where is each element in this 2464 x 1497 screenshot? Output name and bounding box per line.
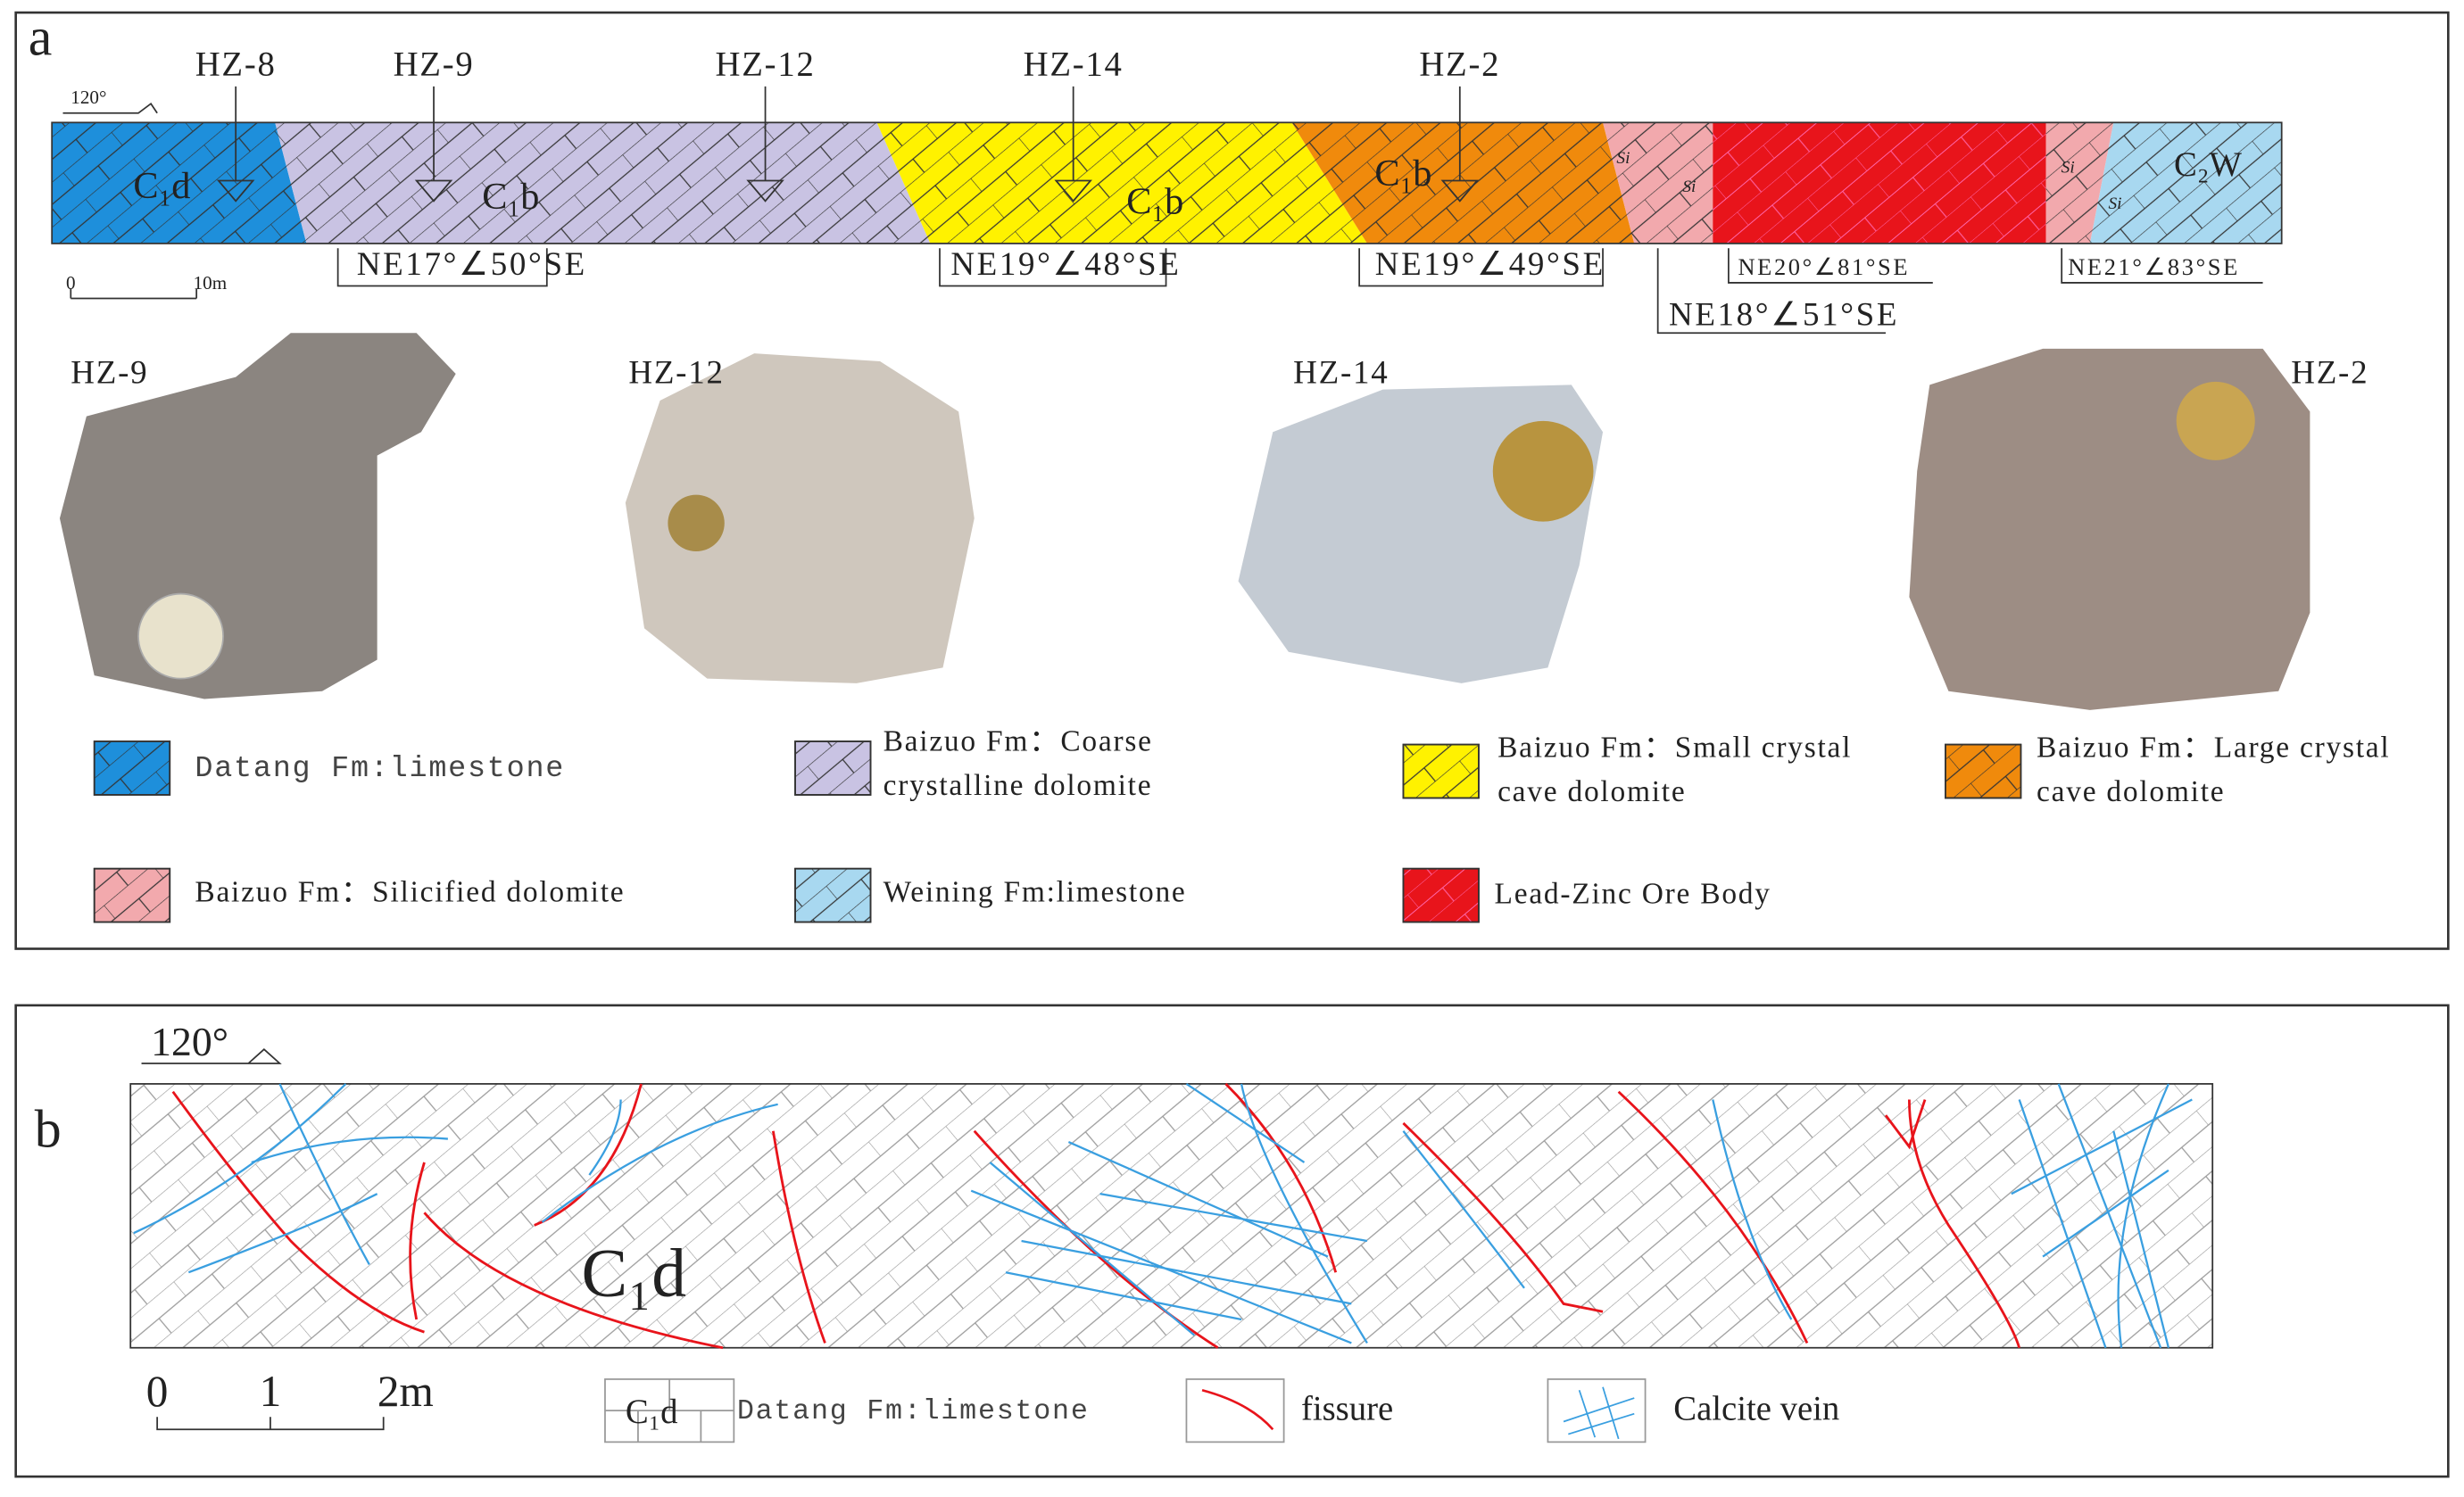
panel-a-frame — [14, 11, 2450, 950]
unit-label: Si — [1616, 149, 1630, 168]
legend-b-swatches — [604, 1378, 1647, 1443]
attitude: NE19°∠49°SE — [1375, 245, 1605, 282]
sample-arrow — [1054, 86, 1092, 203]
attitude-brackets — [336, 248, 2263, 335]
labels: a 120° HZ-8 HZ-9 HZ-12 HZ-14 HZ-2 C₁d C₁b C₁b C₁b S… — [29, 8, 2390, 1432]
legend-text: Baizuo Fm：Small crystal — [1497, 732, 1852, 765]
cross-section — [51, 121, 2283, 244]
sample-label: HZ-9 — [394, 45, 475, 84]
legend-text: cave dolomite — [1497, 775, 1686, 808]
sample-arrow — [746, 86, 784, 203]
orientation-mark — [141, 1048, 282, 1064]
legend-text: Calcite vein — [1673, 1390, 1839, 1428]
attitude: NE21°∠83°SE — [2068, 253, 2240, 280]
legend-text: Baizuo Fm：Large crystal — [2037, 732, 2390, 765]
scale-label: 0 — [146, 1367, 169, 1416]
panel-label: b — [35, 1099, 62, 1158]
unit-label: C₁b — [1126, 180, 1183, 222]
orientation: 120° — [151, 1019, 228, 1064]
attitude: NE20°∠81°SE — [1738, 253, 1910, 280]
unit-label: Si — [2062, 159, 2075, 178]
sample-arrow — [414, 86, 453, 203]
unit-label: C₁b — [482, 176, 539, 218]
legend-text: fissure — [1301, 1390, 1393, 1428]
sample-label: HZ-8 — [195, 45, 277, 84]
orientation-mark — [62, 102, 158, 114]
scale-label: 0 — [66, 272, 76, 294]
legend-text: Lead-Zinc Ore Body — [1495, 877, 1771, 910]
panel-b-frame — [14, 1004, 2450, 1478]
sample-label: HZ-12 — [716, 45, 816, 84]
unit-label: Si — [2109, 194, 2122, 213]
scale-bar — [156, 1417, 385, 1431]
outcrop-b — [129, 1082, 2214, 1350]
photo-label: HZ-14 — [1293, 354, 1389, 391]
sample-label: HZ-2 — [1419, 45, 1500, 84]
legend-symbol: C₁d — [626, 1393, 678, 1431]
attitude: NE19°∠48°SE — [950, 245, 1181, 282]
legend-text: Weining Fm:limestone — [884, 876, 1187, 909]
legend-swatches — [93, 740, 2022, 923]
sample-label: HZ-14 — [1024, 45, 1124, 84]
legend-text: cave dolomite — [2037, 775, 2225, 808]
attitude: NE18°∠51°SE — [1669, 295, 1899, 332]
unit-label: C₁d — [582, 1235, 686, 1311]
unit-label: C₁b — [1374, 153, 1431, 194]
scale-label: 2m — [377, 1367, 434, 1416]
scale-bar — [70, 288, 198, 300]
scale-label: 10m — [194, 272, 228, 294]
unit-label: C₂W — [2174, 145, 2242, 184]
orientation: 120° — [71, 87, 106, 108]
unit-label: Si — [1682, 178, 1696, 196]
sample-arrow — [216, 86, 255, 203]
photo-label: HZ-2 — [2291, 354, 2369, 391]
legend-text: Datang Fm:limestone — [737, 1395, 1090, 1427]
photo-label: HZ-12 — [628, 354, 724, 391]
sample-arrow — [1440, 86, 1480, 203]
legend-text: crystalline dolomite — [884, 769, 1153, 802]
photos — [59, 333, 2311, 710]
photo-label: HZ-9 — [71, 354, 148, 391]
legend-text: Datang Fm:limestone — [195, 752, 565, 786]
scale-label: 1 — [260, 1367, 282, 1416]
panel-label: a — [29, 8, 53, 67]
legend-text: Baizuo Fm：Silicified dolomite — [195, 876, 625, 909]
attitude: NE17°∠50°SE — [357, 245, 587, 282]
legend-text: Baizuo Fm：Coarse — [884, 725, 1153, 758]
unit-label: C₁d — [133, 165, 190, 207]
